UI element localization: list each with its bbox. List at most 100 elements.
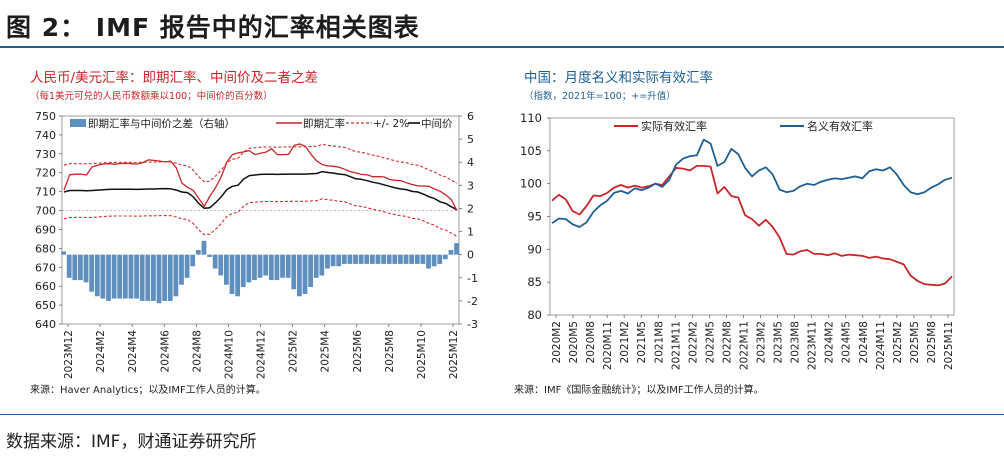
right-chart-subtitle: （指数，2021年=100；+=升值） xyxy=(524,90,676,102)
left-bar-diff xyxy=(61,251,66,255)
left-y2tick-label: 1 xyxy=(467,226,474,239)
left-xtick-label: 2024M6 xyxy=(159,330,171,373)
left-bar-diff xyxy=(364,254,370,264)
left-xtick-label: 2024M8 xyxy=(191,330,203,372)
left-chart-title: 人民币/美元汇率：即期汇率、中间价及二者之差 xyxy=(30,69,318,86)
left-bar-diff xyxy=(420,254,426,264)
left-bar-diff xyxy=(268,254,274,281)
left-bar-diff xyxy=(184,254,190,278)
left-xtick-label: 2023M12 xyxy=(63,330,75,379)
left-bar-diff xyxy=(454,243,459,255)
left-ytick-label: 750 xyxy=(35,110,56,123)
right-xtick-label: 2022M5 xyxy=(704,321,716,363)
right-ytick-label: 110 xyxy=(520,111,542,125)
left-ytick-label: 730 xyxy=(35,148,56,161)
left-bar-diff xyxy=(358,254,364,264)
right-xtick-label: 2023M5 xyxy=(773,321,785,363)
right-xtick-label: 2020M8 xyxy=(585,321,597,363)
left-bar-diff xyxy=(122,254,128,299)
left-y2tick-label: 3 xyxy=(467,179,474,192)
left-line-plus-2pct xyxy=(63,143,458,184)
left-xtick-label: 2024M4 xyxy=(127,330,139,373)
left-y2tick-label: 2 xyxy=(467,202,474,215)
left-bar-diff xyxy=(353,254,358,264)
right-ytick-label: 95 xyxy=(527,210,542,224)
left-chart-subtitle: （每1美元可兑的人民币数额乘以100；中间价的百分数） xyxy=(30,90,273,102)
header-rule xyxy=(0,46,1004,48)
left-bar-diff xyxy=(442,254,448,260)
left-ytick-label: 660 xyxy=(35,280,56,293)
left-bar-diff xyxy=(94,254,100,297)
left-bar-diff xyxy=(398,254,403,264)
left-bar-diff xyxy=(218,254,224,276)
left-bar-diff xyxy=(257,254,263,278)
left-y2tick-label: 4 xyxy=(467,156,474,169)
right-xtick-label: 2021M5 xyxy=(636,321,648,363)
left-bar-diff xyxy=(336,254,342,267)
left-bar-diff xyxy=(117,254,123,299)
left-bar-diff xyxy=(78,254,83,281)
right-xtick-label: 2022M2 xyxy=(687,321,699,363)
left-bar-diff xyxy=(72,254,78,281)
right-xtick-label: 2023M2 xyxy=(756,321,768,363)
right-xtick-label: 2025M8 xyxy=(926,321,938,363)
left-xtick-label: 2024M2 xyxy=(95,330,107,372)
left-bar-diff xyxy=(403,254,409,264)
left-bar-diff xyxy=(106,254,111,301)
right-ytick-label: 100 xyxy=(520,177,542,191)
right-legend-label-real: 实际有效汇率 xyxy=(641,119,707,133)
right-line-real-eer xyxy=(551,164,953,287)
right-xtick-label: 2021M11 xyxy=(670,321,682,370)
left-bar-diff xyxy=(409,254,415,264)
left-bar-diff xyxy=(173,254,179,297)
left-xtick-label: 2024M12 xyxy=(256,330,268,379)
left-chart-plot: 750 740 730 720 710 700 690 680 670 660 650 640 6 5 4 3… xyxy=(35,110,478,379)
left-bar-diff xyxy=(381,254,386,264)
left-bar-diff xyxy=(167,254,173,301)
left-bar-diff xyxy=(296,254,302,297)
page-title: 图 2： IMF 报告中的汇率相关图表 xyxy=(6,13,420,42)
left-bar-diff xyxy=(240,254,246,288)
left-bar-diff xyxy=(291,254,297,290)
right-xtick-label: 2024M5 xyxy=(841,321,853,363)
left-xtick-label: 2024M10 xyxy=(223,330,235,379)
left-bar-diff xyxy=(375,254,381,264)
left-xtick-label: 2025M4 xyxy=(320,330,332,373)
left-y2tick-label: 6 xyxy=(467,110,474,123)
right-legend-label-nominal: 名义有效汇率 xyxy=(807,119,873,133)
right-ytick-label: 105 xyxy=(520,144,542,158)
right-xtick-label: 2023M11 xyxy=(807,321,819,370)
left-bar-diff xyxy=(212,254,218,269)
left-bar-diff xyxy=(162,254,168,301)
left-bar-diff xyxy=(414,254,420,264)
left-bar-diff xyxy=(89,254,95,292)
right-xtick-label: 2025M2 xyxy=(892,321,904,363)
left-bar-diff xyxy=(235,254,241,297)
left-ytick-label: 690 xyxy=(35,223,56,236)
left-bar-diff xyxy=(179,254,184,285)
left-bar-diff xyxy=(330,254,336,267)
right-xtick-label: 2025M11 xyxy=(943,321,955,370)
left-y2tick-label: 0 xyxy=(467,249,474,262)
left-bar-diff xyxy=(145,254,151,301)
left-bar-diff xyxy=(392,254,398,264)
left-bar-diff xyxy=(139,254,145,301)
right-plot-frame xyxy=(549,117,955,316)
left-ytick-label: 680 xyxy=(35,242,56,255)
left-ytick-label: 710 xyxy=(35,186,56,199)
left-xtick-label: 2025M12 xyxy=(448,330,460,379)
left-legend-swatch-bar xyxy=(70,119,86,127)
right-line-nominal-eer xyxy=(551,138,953,228)
left-legend-label-band: +/- 2% xyxy=(373,118,409,130)
left-xtick-label: 2025M6 xyxy=(352,330,364,373)
right-xtick-label: 2020M5 xyxy=(568,321,580,363)
right-ytick-label: 90 xyxy=(527,242,542,256)
right-xtick-label: 2022M8 xyxy=(721,321,733,363)
left-y2tick-label: -1 xyxy=(467,272,478,285)
left-bar-diff xyxy=(201,240,207,255)
left-bar-diff xyxy=(280,254,285,278)
left-ytick-label: 650 xyxy=(35,299,56,312)
right-xtick-label: 2024M8 xyxy=(858,321,870,363)
left-bar-diff xyxy=(190,254,196,267)
